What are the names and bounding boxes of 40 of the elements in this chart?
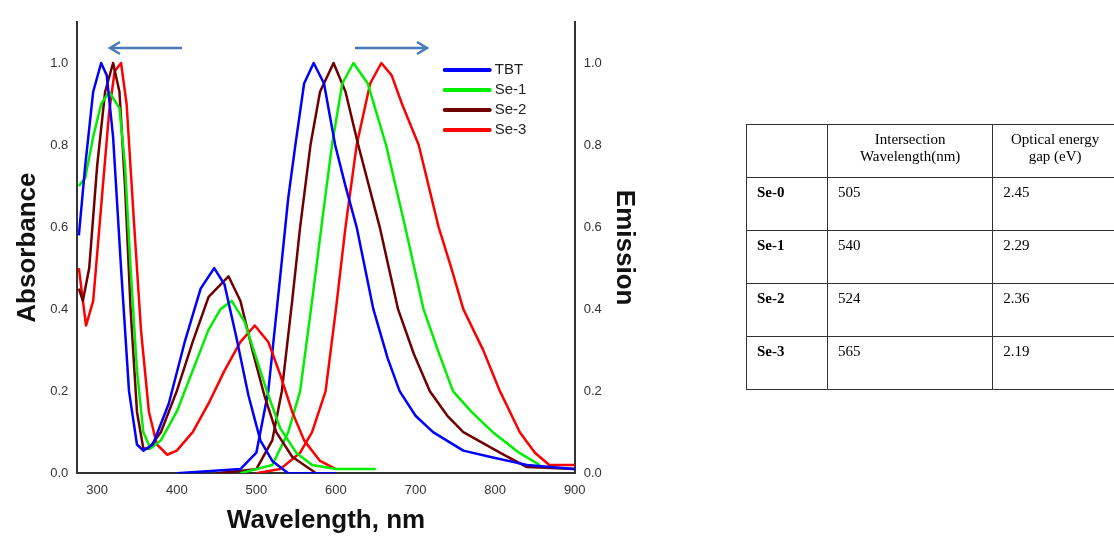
y2-tick-label: 0.8 [583,136,602,152]
y2-axis-title: Emission [611,189,642,306]
text: 2.29 [1003,237,1030,253]
y2-tick-label: 0.2 [583,382,602,398]
category-label: Se-1 [757,237,785,253]
category-label: Optical energy gap (eV) [992,124,1114,178]
text: 505 [838,184,861,200]
category-label: Se-3 [757,343,785,359]
text: 2.45 [1003,184,1030,200]
x-tick-label: 400 [165,481,188,497]
x-tick-label: 500 [245,481,268,497]
x-tick-label: 900 [563,481,586,497]
x-tick-label: 600 [325,481,347,497]
y-tick-label: 0.0 [50,464,69,480]
legend-label: TBT [494,60,524,78]
category-label: Intersection Wavelength(nm) [827,124,993,178]
x-tick-label: 300 [86,481,109,497]
text: 565 [838,343,861,359]
y-tick-label: 0.4 [50,300,69,316]
y-tick-label: 1.0 [50,54,69,70]
x-axis-title: Wavelength, nm [226,503,426,534]
y-tick-label: 0.6 [50,218,69,234]
y2-tick-label: 0.6 [583,218,602,234]
y2-tick-label: 0.4 [583,300,602,316]
y-tick-label: 0.8 [50,136,69,152]
category-label: Se-2 [757,290,785,306]
category-label: Se-0 [757,184,785,200]
y-tick-label: 0.2 [50,382,69,398]
y-axis-title: Absorbance [10,172,41,323]
text: 2.36 [1003,290,1030,306]
legend-label: Se-3 [494,120,527,138]
x-tick-label: 800 [484,481,506,497]
text: 2.19 [1003,343,1030,359]
legend-label: Se-1 [494,80,527,98]
legend-label: Se-2 [494,100,527,118]
x-tick-label: 700 [404,481,427,497]
y2-tick-label: 0.0 [583,464,602,480]
text: 540 [838,237,861,253]
y2-tick-label: 1.0 [583,54,602,70]
text: 524 [838,290,861,306]
